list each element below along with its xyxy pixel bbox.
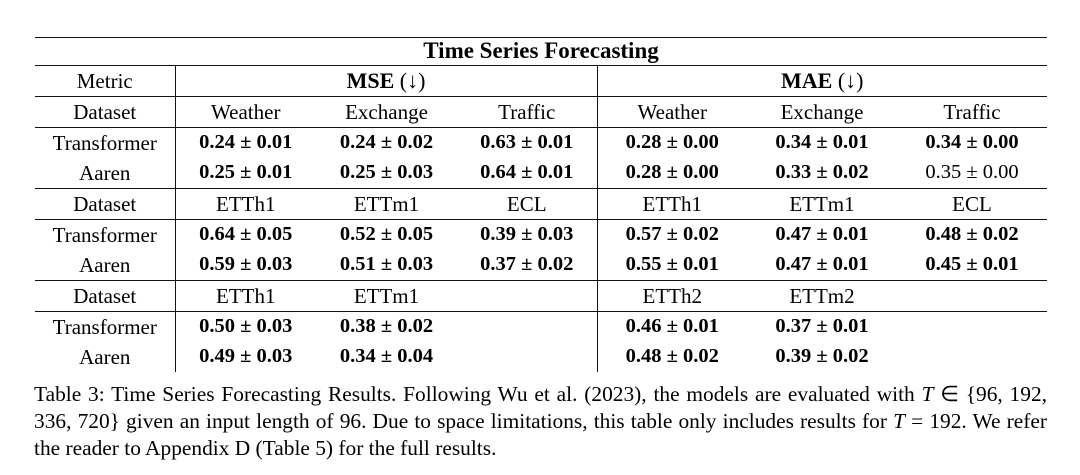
dataset-row: Dataset Weather Exchange Traffic Weather Exch…	[35, 96, 1048, 128]
caption-segment: = 192. We refer the reader to Appendix D…	[34, 409, 1047, 460]
value-cell: 0.33 ± 0.02	[747, 158, 897, 189]
value-cell: 0.35 ± 0.00	[897, 158, 1048, 189]
value-cell: 0.47 ± 0.01	[747, 250, 897, 281]
dataset-cell: Weather	[597, 96, 747, 128]
mse-down-arrow-icon: (↓)	[399, 68, 426, 94]
value-cell: 0.45 ± 0.01	[897, 250, 1048, 281]
dataset-cell: ETTh1	[175, 188, 316, 220]
value-cell: 0.24 ± 0.02	[339, 131, 434, 154]
dataset-cell: Weather	[175, 96, 316, 128]
value-cell	[897, 312, 1047, 343]
value-cell	[897, 342, 1047, 372]
metric-row: Metric MSE (↓) MAE (↓)	[35, 65, 1048, 97]
value-cell: 0.39 ± 0.03	[457, 219, 598, 250]
dataset-cell: ETTh1	[175, 280, 316, 312]
dataset-cell: Exchange	[747, 96, 897, 128]
dataset-cell: Exchange	[316, 96, 457, 128]
model-row: Aaren 0.59 ± 0.03 0.51 ± 0.03 0.37 ± 0.02 0.…	[35, 250, 1048, 281]
dataset-cell: ETTm1	[316, 280, 457, 312]
value-cell: 0.59 ± 0.03	[175, 250, 316, 281]
table-title: Time Series Forecasting	[35, 37, 1048, 66]
value-cell	[457, 311, 598, 342]
dataset-header: Dataset	[35, 188, 176, 220]
value-cell: 0.28 ± 0.00	[597, 158, 747, 189]
model-label: Aaren	[35, 158, 176, 189]
dataset-header: Dataset	[35, 96, 176, 128]
value-cell: 0.38 ± 0.02	[339, 315, 434, 338]
value-cell: 0.28 ± 0.00	[625, 131, 719, 154]
mae-down-arrow-icon: (↓)	[837, 68, 864, 94]
value-cell: 0.25 ± 0.01	[175, 158, 316, 189]
dataset-cell: ETTm2	[747, 280, 897, 312]
dataset-cell: ETTh2	[597, 280, 747, 312]
value-cell: 0.55 ± 0.01	[597, 250, 747, 281]
model-row: Aaren 0.25 ± 0.01 0.25 ± 0.03 0.64 ± 0.01 0.…	[35, 158, 1048, 189]
mae-label: MAE	[781, 68, 833, 94]
dataset-cell: Traffic	[897, 96, 1048, 128]
title-row: Time Series Forecasting	[35, 37, 1048, 66]
dataset-cell: ETTm1	[747, 188, 897, 220]
model-label: Transformer	[35, 127, 176, 158]
value-cell: 0.34 ± 0.04	[339, 345, 434, 368]
value-cell: 0.39 ± 0.02	[775, 345, 869, 368]
model-row: Transformer 0.24 ± 0.01 0.24 ± 0.02 0.63 ± …	[35, 127, 1047, 158]
value-cell: 0.34 ± 0.00	[925, 131, 1019, 154]
dataset-cell: ECL	[457, 188, 598, 220]
value-cell: 0.46 ± 0.01	[625, 315, 719, 338]
results-table: Time Series Forecasting Metric MSE (↓) M…	[35, 37, 1048, 372]
value-cell: 0.47 ± 0.01	[775, 223, 869, 246]
model-label: Aaren	[35, 250, 176, 281]
value-cell: 0.52 ± 0.05	[339, 223, 434, 246]
model-row: Transformer 0.50 ± 0.03 0.38 ± 0.02 0.46 ± …	[35, 311, 1047, 343]
model-label: Transformer	[35, 311, 176, 342]
metric-group-mse: MSE (↓)	[175, 65, 598, 97]
value-cell: 0.24 ± 0.01	[199, 131, 293, 154]
table-caption: Table 3: Time Series Forecasting Results…	[34, 381, 1047, 462]
dataset-cell: ETTm1	[316, 188, 457, 220]
dataset-cell: Traffic	[457, 96, 598, 128]
caption-segment: Table 3: Time Series Forecasting Results…	[34, 382, 922, 406]
dataset-row: Dataset ETTh1 ETTm1 ECL ETTh1 ETTm1 ECL	[35, 188, 1048, 220]
mse-label: MSE	[346, 68, 395, 94]
value-cell: 0.64 ± 0.05	[199, 223, 293, 246]
caption-segment: T	[921, 382, 934, 406]
dataset-cell: ETTh1	[597, 188, 747, 220]
caption-segment: ∈ {96, 192, 336, 720} given an input len…	[34, 382, 1047, 433]
value-cell: 0.64 ± 0.01	[457, 158, 598, 189]
value-cell: 0.50 ± 0.03	[199, 315, 293, 338]
metric-header: Metric	[35, 65, 176, 97]
results-table-body: Time Series Forecasting Metric MSE (↓) M…	[35, 37, 1048, 372]
value-cell: 0.51 ± 0.03	[316, 250, 457, 281]
dataset-cell	[897, 280, 1048, 312]
model-row: Aaren 0.49 ± 0.03 0.34 ± 0.04 0.48 ± 0.02 0.…	[35, 342, 1047, 372]
value-cell: 0.63 ± 0.01	[457, 127, 598, 158]
value-cell: 0.49 ± 0.03	[199, 345, 293, 368]
dataset-cell: ECL	[897, 188, 1048, 220]
value-cell: 0.25 ± 0.03	[316, 158, 457, 189]
dataset-cell	[457, 280, 598, 312]
value-cell: 0.37 ± 0.02	[457, 250, 598, 281]
value-cell: 0.37 ± 0.01	[775, 315, 869, 338]
dataset-header: Dataset	[35, 280, 176, 312]
value-cell: 0.34 ± 0.01	[775, 131, 869, 154]
metric-group-mae: MAE (↓)	[597, 65, 1048, 97]
value-cell: 0.48 ± 0.02	[925, 223, 1019, 246]
model-label: Aaren	[35, 342, 176, 372]
value-cell: 0.57 ± 0.02	[625, 223, 719, 246]
value-cell: 0.48 ± 0.02	[625, 345, 719, 368]
model-row: Transformer 0.64 ± 0.05 0.52 ± 0.05 0.39 ± …	[35, 219, 1047, 250]
model-label: Transformer	[35, 219, 176, 250]
value-cell	[457, 342, 598, 372]
caption-segment: T	[893, 409, 906, 433]
dataset-row: Dataset ETTh1 ETTm1 ETTh2 ETTm2	[35, 280, 1048, 312]
